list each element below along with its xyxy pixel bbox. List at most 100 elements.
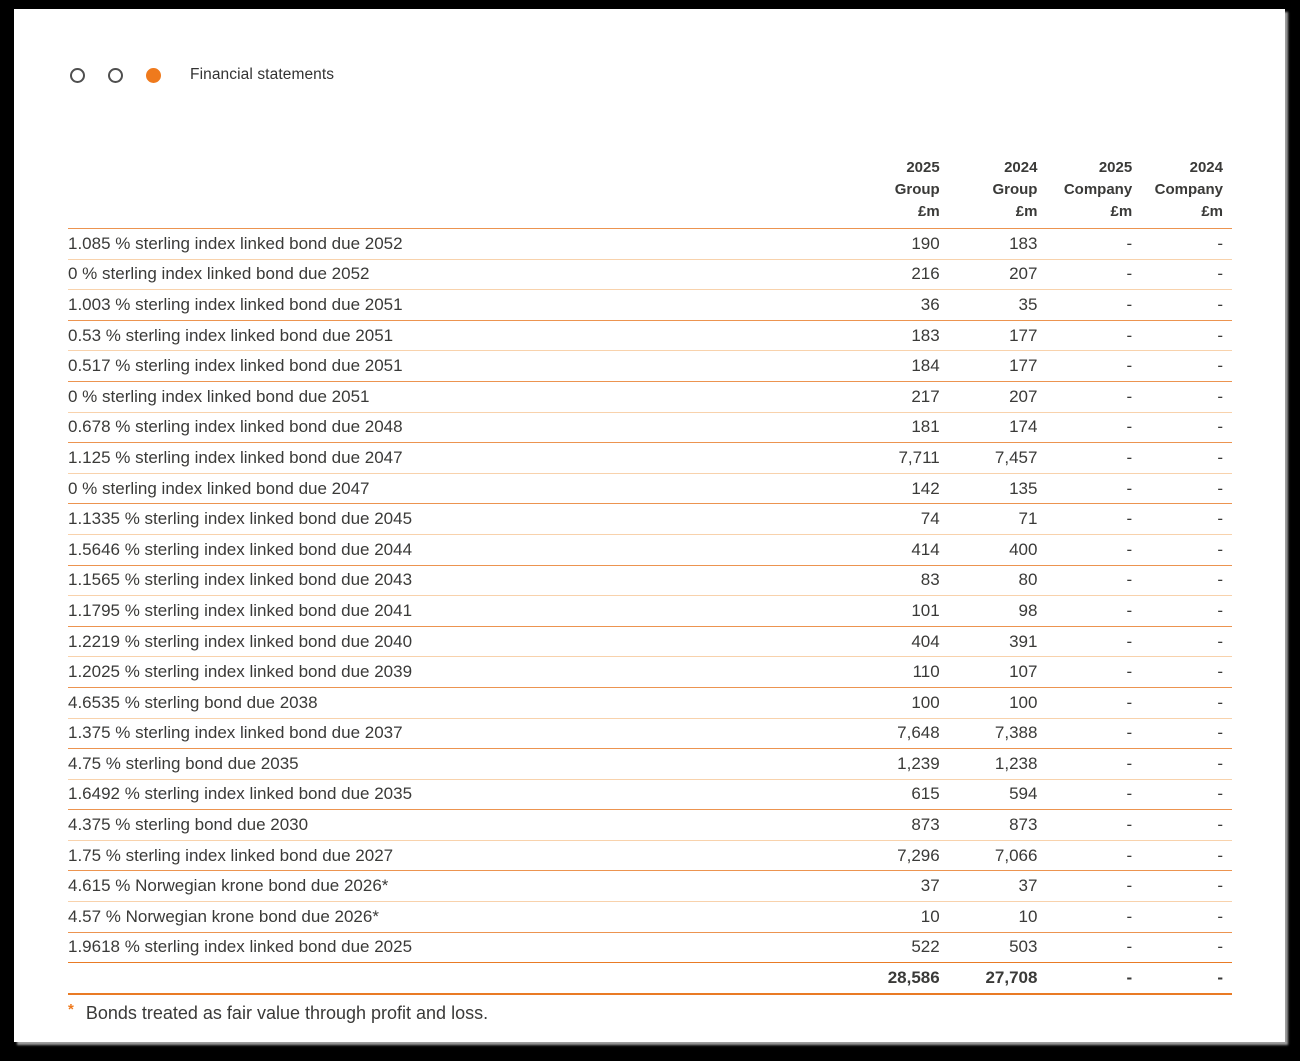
bond-label: 0.517 % sterling index linked bond due 2… [68,350,839,382]
company-2024-value: - [1132,901,1232,933]
company-2024-value: - [1132,595,1232,627]
group-2025-value: 10 [838,901,940,933]
col-entity: Group [894,181,940,198]
col-unit: £m [1015,203,1038,220]
company-2024-value: - [1132,718,1232,750]
company-2024-value: - [1132,442,1232,474]
company-2025-value: - [1037,289,1133,321]
col-unit: £m [1201,203,1223,220]
section-dot-icon [70,67,85,83]
bond-label: 0 % sterling index linked bond due 2051 [68,381,839,413]
table-row: 0.678 % sterling index linked bond due 2… [68,412,1232,444]
company-2024-value: - [1132,259,1232,291]
column-header-group-2024: 2024 Group £m [939,157,1038,229]
total-group-2025: 28,586 [838,962,940,995]
table-row: 1.6492 % sterling index linked bond due … [68,779,1232,811]
col-entity: Company [1154,181,1223,198]
group-2025-value: 100 [838,687,940,719]
group-2024-value: 7,388 [939,718,1038,750]
group-2025-value: 184 [838,350,940,382]
group-2024-value: 391 [939,626,1038,658]
group-2024-value: 1,238 [939,748,1038,780]
company-2024-value: - [1132,228,1232,260]
column-header-company-2024: 2024 Company £m [1132,157,1232,229]
bond-label: 1.75 % sterling index linked bond due 20… [68,840,839,872]
group-2024-value: 98 [939,595,1038,627]
bond-label: 4.615 % Norwegian krone bond due 2026* [68,870,839,903]
group-2025-value: 1,239 [838,748,940,780]
company-2025-value: - [1037,473,1133,505]
bond-label: 0 % sterling index linked bond due 2052 [68,259,839,291]
bond-label: 1.003 % sterling index linked bond due 2… [68,289,839,321]
section-label: Financial statements [190,66,335,83]
bond-label: 1.125 % sterling index linked bond due 2… [68,442,839,474]
table-row: 1.2025 % sterling index linked bond due … [68,656,1232,688]
group-2025-value: 83 [838,565,940,597]
group-2024-value: 594 [939,779,1038,811]
table-row: 1.1565 % sterling index linked bond due … [68,565,1232,597]
column-header-company-2025: 2025 Company £m [1037,157,1133,229]
bond-label: 1.085 % sterling index linked bond due 2… [68,228,839,260]
group-2025-value: 183 [838,320,940,352]
group-2025-value: 101 [838,595,940,627]
bond-label: 1.9618 % sterling index linked bond due … [68,932,839,964]
company-2024-value: - [1132,565,1232,597]
table-row: 1.5646 % sterling index linked bond due … [68,534,1232,566]
company-2025-value: - [1037,228,1133,260]
col-year: 2024 [1004,159,1038,176]
total-label [68,962,839,995]
company-2024-value: - [1132,626,1232,658]
company-2025-value: - [1037,687,1133,719]
group-2025-value: 37 [838,870,940,903]
table-row: 0 % sterling index linked bond due 2051 … [68,381,1232,413]
group-2025-value: 74 [838,503,940,535]
company-2025-value: - [1037,779,1133,811]
company-2024-value: - [1132,289,1232,321]
company-2024-value: - [1132,412,1232,444]
group-2024-value: 183 [939,228,1038,260]
table-row: 4.75 % sterling bond due 2035 1,239 1,23… [68,748,1232,780]
col-unit: £m [918,203,940,220]
group-2024-value: 37 [939,870,1038,903]
table-row: 1.003 % sterling index linked bond due 2… [68,289,1232,321]
col-year: 2024 [1189,159,1223,176]
total-group-2024: 27,708 [939,962,1038,995]
bond-label: 1.2219 % sterling index linked bond due … [68,626,839,658]
group-2024-value: 873 [939,809,1038,841]
document-page: Financial statements 2025 Group £m 2024 … [14,9,1285,1042]
table-row: 1.125 % sterling index linked bond due 2… [68,442,1232,474]
group-2025-value: 404 [838,626,940,658]
company-2025-value: - [1037,748,1133,780]
table-row: 1.085 % sterling index linked bond due 2… [68,228,1232,260]
bond-label: 1.1795 % sterling index linked bond due … [68,595,839,627]
section-dot-active-icon [146,67,161,83]
bond-label: 0.53 % sterling index linked bond due 20… [68,320,839,352]
company-2024-value: - [1132,320,1232,352]
table-row: 1.375 % sterling index linked bond due 2… [68,718,1232,750]
group-2025-value: 190 [838,228,940,260]
group-2024-value: 177 [939,320,1038,352]
company-2024-value: - [1132,809,1232,841]
group-2024-value: 177 [939,350,1038,382]
group-2025-value: 142 [838,473,940,505]
group-2025-value: 522 [838,932,940,964]
group-2024-value: 7,066 [939,840,1038,872]
group-2024-value: 207 [939,259,1038,291]
table-row: 1.1335 % sterling index linked bond due … [68,503,1232,535]
company-2025-value: - [1037,656,1133,688]
bond-label: 1.6492 % sterling index linked bond due … [68,779,839,811]
company-2025-value: - [1037,626,1133,658]
group-2024-value: 80 [939,565,1038,597]
column-header-group-2025: 2025 Group £m [838,157,940,229]
table-header: 2025 Group £m 2024 Group £m 2025 Company… [68,157,1232,229]
table-row: 1.1795 % sterling index linked bond due … [68,595,1232,627]
company-2024-value: - [1132,503,1232,535]
table-total-row: 28,586 27,708 - - [68,962,1232,995]
company-2025-value: - [1037,442,1133,474]
group-2024-value: 207 [939,381,1038,413]
company-2025-value: - [1037,901,1133,933]
table-row: 4.57 % Norwegian krone bond due 2026* 10… [68,901,1232,933]
group-2024-value: 107 [939,656,1038,688]
group-2024-value: 71 [939,503,1038,535]
